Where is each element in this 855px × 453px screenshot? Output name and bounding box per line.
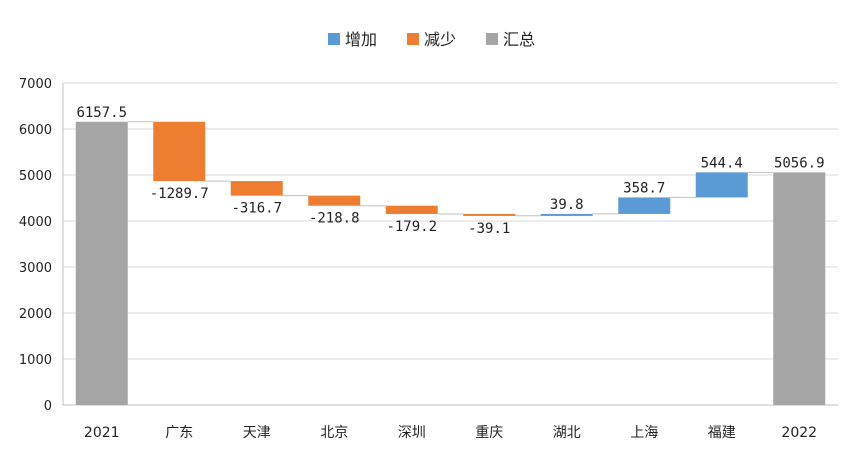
y-tick-label: 0 (44, 399, 52, 414)
legend-label-total: 汇总 (503, 30, 535, 49)
data-label: 39.8 (550, 197, 584, 213)
y-tick-label: 7000 (19, 77, 52, 92)
legend-label-decrease: 减少 (424, 30, 456, 49)
x-tick-label: 深圳 (398, 425, 426, 441)
y-tick-label: 6000 (19, 123, 52, 138)
x-tick-label: 北京 (320, 425, 348, 441)
data-label: 358.7 (623, 180, 665, 196)
bar-上海 (618, 197, 671, 214)
data-label: -179.2 (386, 219, 437, 235)
bar-北京 (308, 195, 361, 206)
bar-重庆 (463, 213, 516, 216)
x-tick-label: 重庆 (475, 425, 503, 441)
x-tick-label: 天津 (243, 425, 271, 441)
data-label: -39.1 (468, 221, 510, 237)
data-label: 6157.5 (76, 105, 127, 121)
x-tick-label: 2021 (84, 425, 120, 441)
legend-label-increase: 增加 (345, 30, 377, 49)
bar-2021 (75, 121, 128, 405)
data-label: -1289.7 (150, 186, 209, 202)
y-tick-label: 4000 (19, 215, 52, 230)
x-tick-label: 上海 (630, 425, 658, 441)
x-tick-label: 湖北 (553, 425, 581, 441)
legend-swatch-decrease (407, 33, 419, 45)
data-label: -218.8 (309, 211, 360, 227)
y-tick-label: 1000 (19, 353, 52, 368)
x-tick-label: 2022 (781, 425, 817, 441)
bar-湖北 (540, 213, 593, 216)
bar-福建 (695, 172, 748, 198)
legend-swatch-increase (328, 33, 340, 45)
bar-天津 (230, 181, 283, 196)
data-label: -316.7 (231, 201, 282, 217)
bar-广东 (153, 121, 206, 182)
y-tick-label: 3000 (19, 261, 52, 276)
x-tick-label: 福建 (708, 425, 736, 441)
data-label: 544.4 (701, 155, 743, 171)
bar-深圳 (385, 205, 438, 214)
legend-swatch-total (486, 33, 498, 45)
y-tick-label: 2000 (19, 307, 52, 322)
x-tick-label: 广东 (165, 425, 193, 441)
bar-2022 (773, 172, 826, 405)
y-tick-label: 5000 (19, 169, 52, 184)
data-label: 5056.9 (774, 155, 825, 171)
